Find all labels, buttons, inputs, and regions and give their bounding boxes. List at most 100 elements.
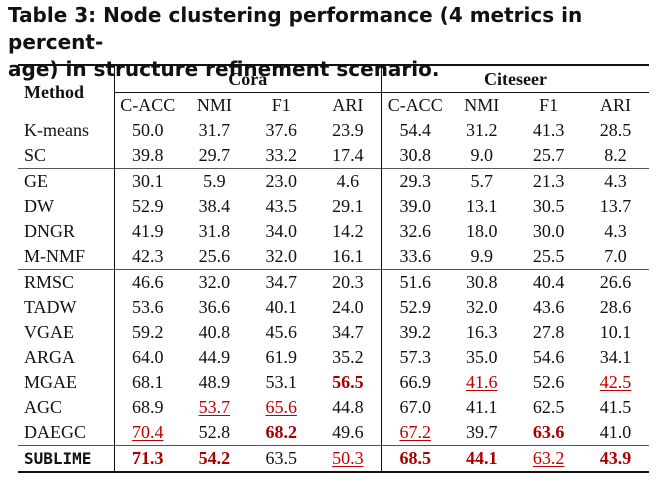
value-text: 68.9 (132, 397, 164, 417)
value-text: 39.2 (399, 322, 431, 342)
value-text: 25.5 (532, 246, 565, 266)
value-text: 4.3 (604, 221, 627, 241)
value-text: 23.0 (265, 171, 297, 191)
value-text: 35.2 (332, 347, 364, 367)
value-text: 41.0 (599, 422, 632, 442)
value-cell: 32.0 (180, 269, 248, 295)
value-text: 50.3 (332, 448, 364, 468)
value-text: 9.9 (470, 246, 494, 266)
value-text: 50.0 (132, 120, 164, 140)
value-cell: 32.0 (248, 244, 315, 270)
value-cell: 42.5 (582, 370, 649, 395)
value-text: 41.1 (466, 397, 498, 417)
value-text: 54.2 (198, 448, 231, 468)
value-text: 68.5 (399, 448, 431, 468)
value-cell: 23.9 (314, 118, 383, 143)
value-cell: 31.2 (448, 118, 515, 143)
value-text: 42.3 (132, 246, 164, 266)
value-text: 34.7 (265, 272, 297, 292)
method-cell: ARGA (18, 345, 115, 370)
value-cell: 17.4 (314, 143, 383, 169)
table-row: SC 39.8 29.7 33.2 17.4 30.8 9.0 25.7 8.2 (18, 143, 649, 169)
value-cell: 32.0 (448, 295, 515, 320)
value-text: 14.2 (332, 221, 364, 241)
value-text: 36.6 (198, 297, 231, 317)
value-text: 13.7 (599, 196, 632, 216)
value-cell: 27.8 (515, 320, 582, 345)
value-text: 7.0 (604, 246, 627, 266)
value-cell: 34.7 (247, 269, 315, 295)
value-text: 25.7 (532, 145, 565, 165)
value-cell: 39.0 (382, 194, 449, 219)
value-cell: 7.0 (582, 244, 649, 270)
value-text: 44.9 (198, 347, 231, 367)
value-cell: 4.6 (314, 168, 383, 194)
value-cell: 39.8 (114, 143, 181, 169)
value-text: 8.2 (604, 145, 627, 165)
value-text: 30.8 (466, 272, 498, 292)
value-cell: 70.4 (114, 420, 181, 446)
value-text: 26.6 (599, 272, 632, 292)
value-cell: 35.2 (314, 345, 383, 370)
value-cell: 41.1 (448, 395, 515, 420)
value-text: 37.6 (265, 120, 297, 140)
table-row: DW 52.9 38.4 43.5 29.1 39.0 13.1 30.5 13.7 (18, 194, 649, 219)
value-cell: 37.6 (248, 118, 315, 143)
value-text: 54.6 (532, 347, 565, 367)
metric-header-row: C-ACC NMI F1 ARI C-ACC NMI F1 ARI (18, 92, 649, 118)
value-text: 70.4 (132, 422, 164, 442)
value-cell: 43.5 (248, 194, 315, 219)
method-header: Method (18, 64, 115, 118)
value-cell: 25.6 (181, 244, 248, 270)
value-cell: 42.3 (114, 244, 181, 270)
value-cell: 30.0 (515, 219, 582, 244)
method-cell: M-NMF (18, 244, 115, 270)
metric-header: ARI (314, 92, 383, 118)
value-text: 44.1 (466, 448, 498, 468)
value-text: 44.8 (332, 397, 364, 417)
value-text: 30.0 (532, 221, 565, 241)
value-cell: 29.1 (314, 194, 383, 219)
value-cell: 59.2 (114, 320, 181, 345)
value-cell: 4.3 (582, 219, 649, 244)
value-cell: 52.6 (515, 370, 582, 395)
value-cell: 43.6 (515, 295, 582, 320)
value-cell: 64.0 (114, 345, 181, 370)
value-cell: 39.7 (448, 420, 515, 446)
value-text: 18.0 (466, 221, 498, 241)
value-cell: 54.4 (382, 118, 449, 143)
method-cell: GE (18, 168, 115, 194)
value-cell: 23.0 (247, 168, 315, 194)
value-text: 32.0 (466, 297, 498, 317)
method-cell: SUBLIME (18, 445, 115, 473)
method-cell: MGAE (18, 370, 115, 395)
value-text: 31.2 (466, 120, 498, 140)
value-cell: 50.3 (314, 445, 383, 473)
value-cell: 56.5 (314, 370, 383, 395)
group-header-row: Method Cora Citeseer (18, 64, 649, 118)
value-cell: 16.3 (448, 320, 515, 345)
value-cell: 30.5 (515, 194, 582, 219)
value-cell: 18.0 (448, 219, 515, 244)
value-text: 29.3 (399, 171, 431, 191)
value-cell: 25.7 (515, 143, 582, 169)
value-text: 62.5 (532, 397, 565, 417)
value-cell: 41.3 (515, 118, 582, 143)
value-text: 56.5 (332, 372, 364, 392)
value-text: 28.6 (599, 297, 632, 317)
value-text: 31.8 (198, 221, 231, 241)
table-row: ARGA 64.0 44.9 61.9 35.2 57.3 35.0 54.6 34.1 (18, 345, 649, 370)
value-cell: 40.8 (181, 320, 248, 345)
value-cell: 44.8 (314, 395, 383, 420)
table-row: MGAE 68.1 48.9 53.1 56.5 66.9 41.6 52.6 42.5 (18, 370, 649, 395)
value-text: 42.5 (599, 372, 632, 392)
value-text: 5.7 (470, 171, 494, 191)
value-text: 40.1 (265, 297, 297, 317)
value-text: 67.2 (399, 422, 431, 442)
value-text: 53.7 (198, 397, 231, 417)
value-text: 34.0 (265, 221, 297, 241)
value-text: 10.1 (599, 322, 632, 342)
value-text: 45.6 (265, 322, 297, 342)
value-text: 68.1 (132, 372, 164, 392)
value-text: 32.6 (399, 221, 431, 241)
